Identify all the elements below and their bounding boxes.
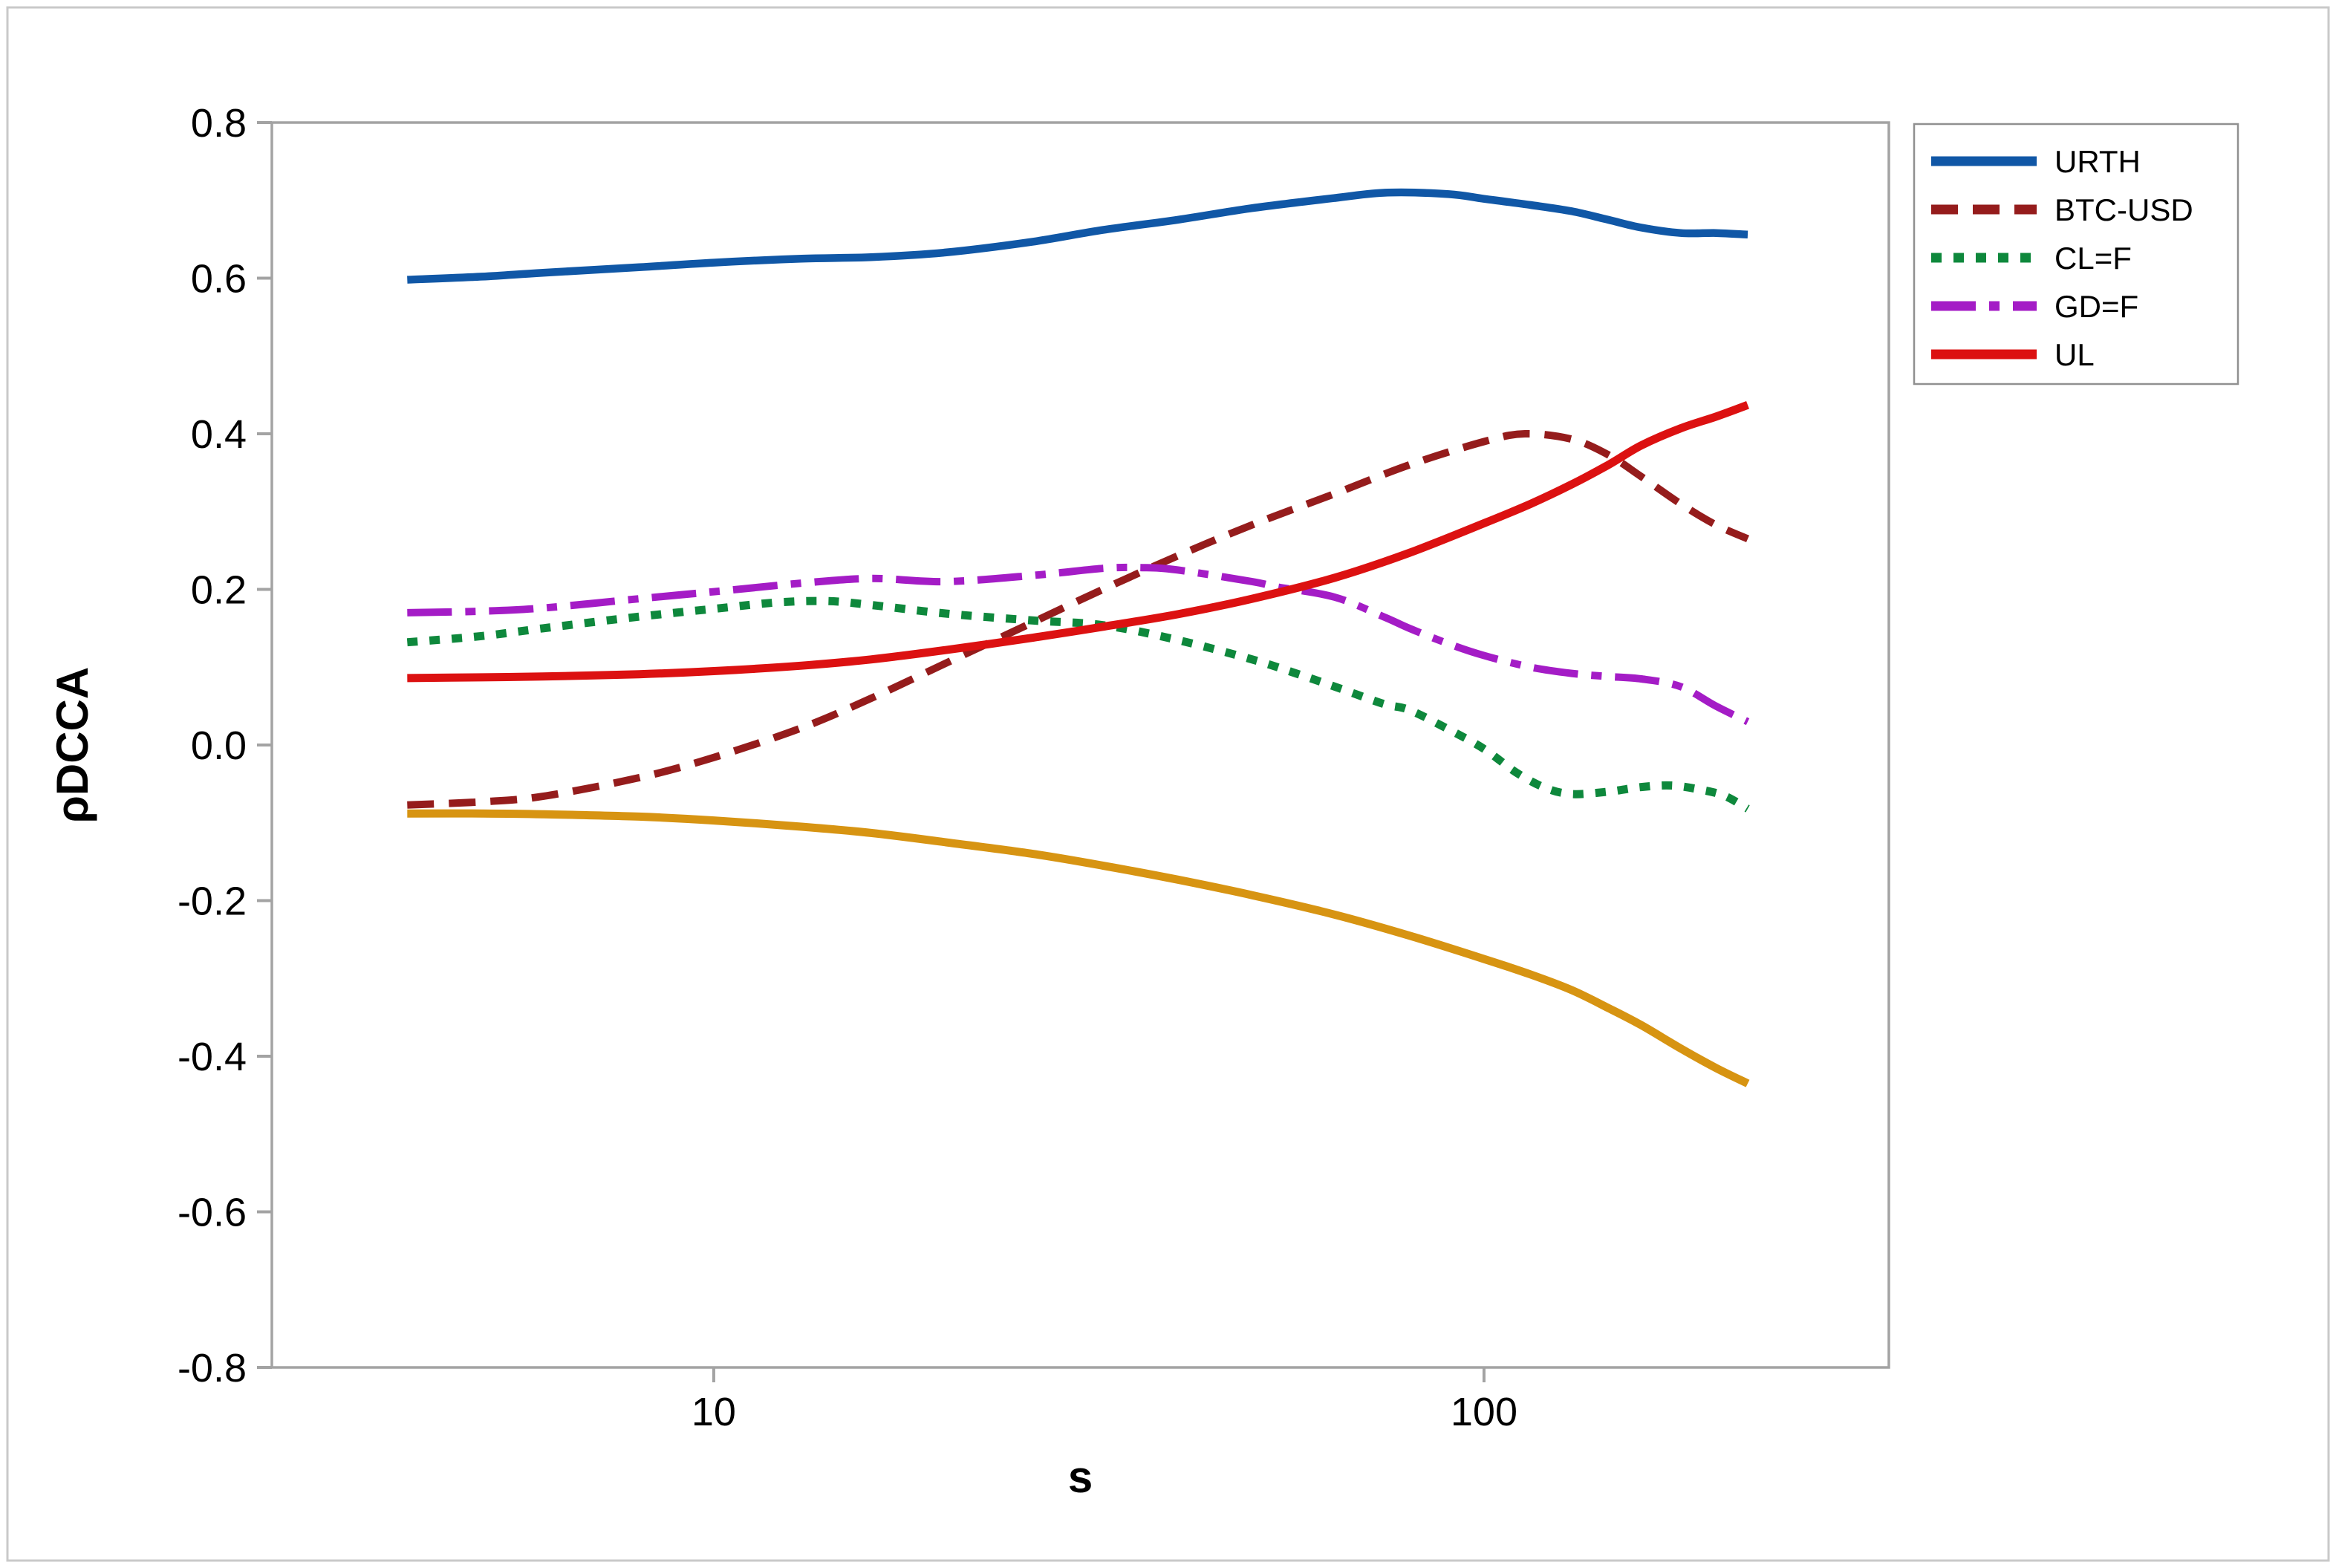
legend-entry-urth: URTH	[1931, 144, 2141, 179]
y-tick-label--0.6: -0.6	[178, 1190, 247, 1234]
series-line-ul	[407, 401, 1749, 683]
legend-label-urth: URTH	[2054, 144, 2141, 179]
y-tick-label-0.4: 0.4	[191, 412, 247, 457]
legend-label-btc-usd: BTC-USD	[2054, 192, 2193, 227]
x-tick-label-100: 100	[1451, 1390, 1517, 1434]
y-tick-label--0.2: -0.2	[178, 879, 247, 923]
y-tick-label-0.8: 0.8	[191, 101, 247, 146]
y-tick-label-0.6: 0.6	[191, 256, 247, 301]
series-line-urth	[407, 188, 1748, 284]
y-tick-label--0.4: -0.4	[178, 1035, 247, 1079]
y-axis-label: ρDCCA	[48, 667, 97, 823]
legend-label-cl-f: CL=F	[2054, 241, 2132, 276]
legend-label-ul: UL	[2054, 337, 2095, 372]
y-tick-label-0.2: 0.2	[191, 567, 247, 612]
series-line-unlabeled-orange	[407, 809, 1750, 1087]
y-tick-label-0.0: 0.0	[191, 723, 247, 768]
legend-entry-btc-usd: BTC-USD	[1931, 192, 2193, 227]
legend-entry-gd-f: GD=F	[1931, 289, 2138, 324]
legend-entry-ul: UL	[1931, 337, 2095, 372]
series-line-gd-f	[407, 563, 1750, 726]
x-tick-label-10: 10	[692, 1390, 736, 1434]
x-axis-label: s	[1068, 1452, 1093, 1502]
legend-entry-cl-f: CL=F	[1931, 241, 2132, 276]
legend-label-gd-f: GD=F	[2054, 289, 2138, 324]
y-tick-label--0.8: -0.8	[178, 1346, 247, 1390]
legend-box	[1913, 123, 2239, 386]
series-line-cl-f	[406, 596, 1750, 813]
figure-border	[6, 6, 2330, 1562]
